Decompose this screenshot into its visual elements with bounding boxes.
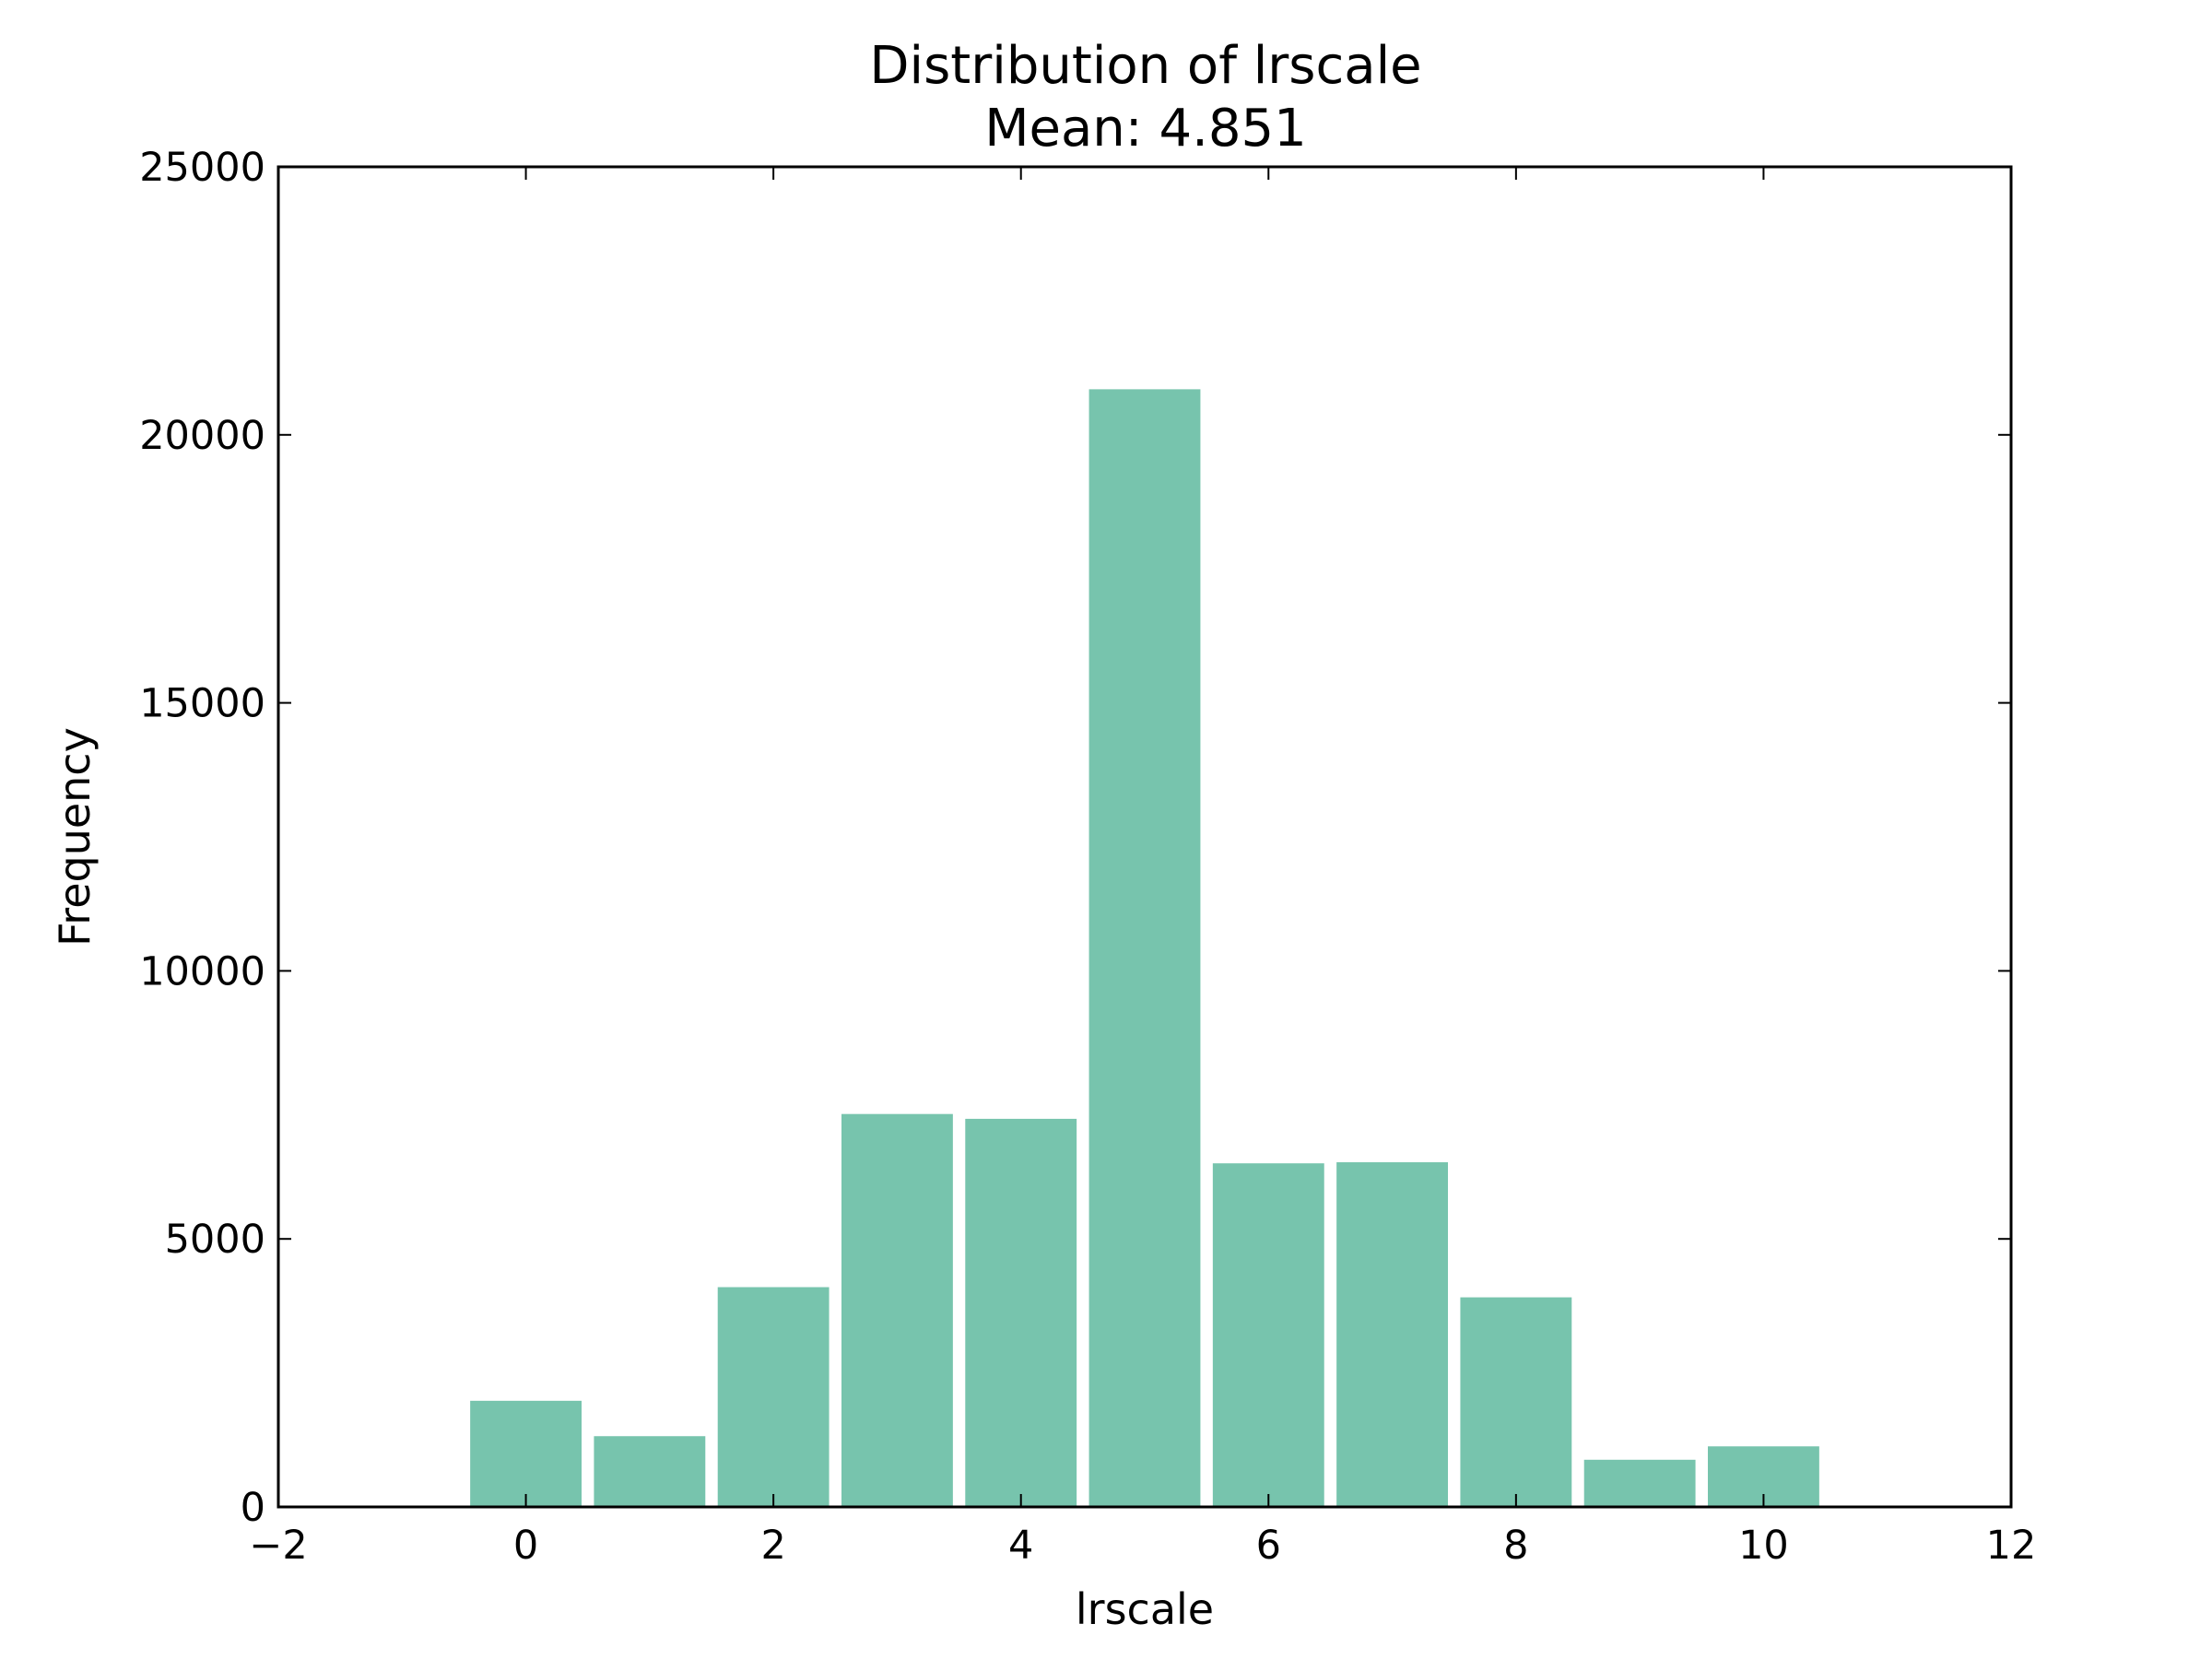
bar-4 — [965, 1118, 1077, 1507]
x-tick-label-1: 0 — [513, 1523, 538, 1569]
x-tick-label-4: 6 — [1256, 1523, 1281, 1569]
x-tick-label-0: −2 — [249, 1523, 307, 1569]
bar-7 — [1336, 1162, 1448, 1507]
x-axis-label: lrscale — [1076, 1584, 1214, 1634]
bar-3 — [841, 1113, 953, 1507]
bars-group — [470, 389, 1819, 1507]
bar-1 — [594, 1436, 706, 1507]
bar-2 — [717, 1287, 830, 1507]
x-tick-label-7: 12 — [1986, 1523, 2037, 1569]
bar-0 — [470, 1400, 582, 1507]
chart-subtitle: Mean: 4.851 — [984, 99, 1307, 159]
chart-title: Distribution of lrscale — [869, 36, 1421, 96]
y-tick-label-5: 25000 — [139, 145, 265, 191]
x-tick-label-3: 4 — [1008, 1523, 1033, 1569]
bar-6 — [1212, 1163, 1324, 1507]
y-tick-label-1: 5000 — [165, 1217, 265, 1263]
bar-9 — [1583, 1459, 1696, 1507]
y-tick-label-4: 20000 — [139, 413, 265, 459]
x-tick-label-6: 10 — [1738, 1523, 1789, 1569]
bar-8 — [1460, 1297, 1572, 1507]
x-tick-label-2: 2 — [760, 1523, 785, 1569]
y-tick-label-0: 0 — [241, 1485, 265, 1531]
y-tick-label-3: 15000 — [139, 681, 265, 727]
y-axis-label: Frequency — [50, 727, 100, 947]
bar-5 — [1088, 389, 1201, 1507]
plot-frame — [276, 165, 2013, 1509]
x-tick-label-5: 8 — [1503, 1523, 1528, 1569]
y-tick-label-2: 10000 — [139, 948, 265, 994]
